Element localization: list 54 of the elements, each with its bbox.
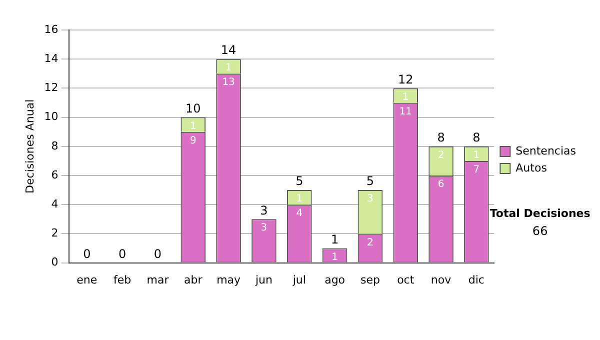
x-tick-label: jun — [254, 273, 272, 286]
y-tick-label: 2 — [51, 226, 58, 240]
data-label: 1 — [473, 150, 480, 161]
total-label: 1 — [330, 232, 339, 246]
data-label: 1 — [296, 194, 303, 205]
annotation: Total Decisiones — [490, 206, 591, 220]
y-tick-label: 14 — [44, 52, 58, 65]
total-label: 5 — [296, 174, 304, 188]
total-label: 0 — [154, 246, 162, 261]
data-label: 7 — [473, 164, 480, 176]
total-label: 0 — [118, 246, 126, 261]
x-tick-label: jul — [292, 273, 306, 286]
x-tick-label: mar — [146, 273, 170, 286]
data-label: 1 — [225, 62, 232, 74]
data-label: 1 — [332, 252, 338, 263]
legend-label: Sentencias — [516, 144, 576, 158]
y-tick-label: 16 — [44, 22, 58, 36]
data-label: 13 — [222, 77, 235, 88]
total-label: 8 — [472, 130, 480, 145]
x-tick-label: nov — [430, 273, 452, 286]
y-axis-title: Decisiones Anual — [23, 99, 36, 194]
y-tick-label: 10 — [44, 110, 58, 124]
data-label: 6 — [438, 179, 444, 190]
legend-label: Autos — [516, 161, 548, 174]
y-tick-label: 6 — [51, 168, 58, 182]
data-label: 11 — [399, 106, 412, 118]
data-label: 3 — [367, 194, 374, 205]
total-label: 12 — [398, 72, 414, 86]
total-label: 3 — [260, 203, 268, 218]
x-tick-label: dic — [468, 273, 484, 286]
x-tick-label: abr — [184, 273, 203, 286]
data-label: 9 — [190, 135, 196, 146]
total-label: 14 — [220, 43, 236, 58]
x-tick-label: ago — [324, 273, 346, 286]
text: 66 — [532, 224, 548, 238]
data-label: 3 — [260, 222, 268, 234]
y-tick-label: 0 — [51, 256, 58, 269]
total-label: 5 — [366, 174, 374, 188]
data-label: 2 — [438, 150, 444, 161]
y-tick-label: 12 — [44, 81, 58, 94]
y-tick-label: 8 — [51, 139, 58, 152]
data-label: 4 — [296, 208, 303, 220]
x-tick-label: ene — [76, 273, 98, 286]
x-tick-label: sep — [360, 273, 380, 286]
data-label: 1 — [402, 92, 409, 103]
x-tick-label: feb — [114, 273, 132, 286]
x-tick-label: may — [216, 273, 242, 286]
y-tick-label: 4 — [51, 197, 58, 210]
total-label: 8 — [437, 130, 445, 145]
x-tick-label: oct — [397, 273, 415, 286]
data-label: 1 — [190, 120, 196, 132]
total-label: 10 — [186, 101, 201, 116]
data-label: 2 — [367, 237, 374, 248]
total-label: 0 — [83, 246, 91, 261]
